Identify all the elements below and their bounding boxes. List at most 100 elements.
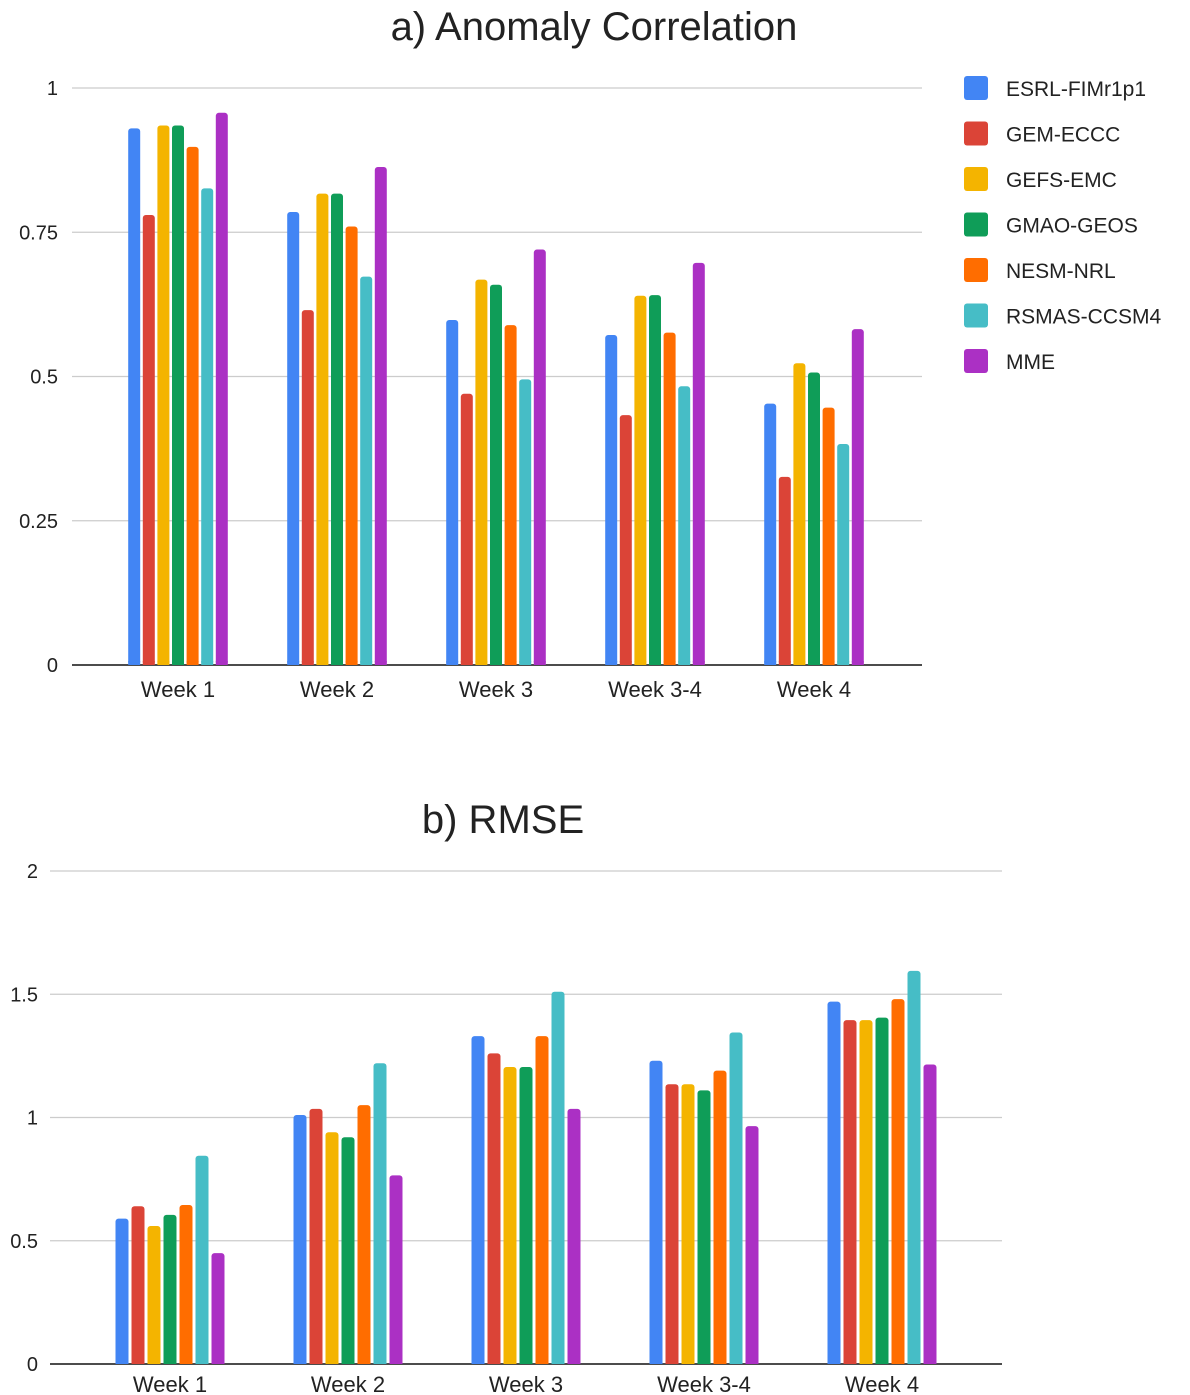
chart-a-title: a) Anomaly Correlation [391,5,798,49]
chart-a-bar-gefs-emc-week-3-4 [634,295,647,665]
chart-b-bar-base [115,1360,129,1364]
chart-b-bar-base [293,1360,307,1364]
chart-a-bar-base [201,661,214,665]
legend-swatch [964,76,988,100]
chart-b-bar-mme-week-3 [567,1108,581,1364]
chart-a-x-axis: Week 1 Week 2 Week 3 Week 3-4 Week 4 [141,677,851,702]
chart-a-y-tick-label: 0.25 [19,511,58,533]
chart-a-bar-base [345,661,358,665]
chart-a-bar-gmao-geos-week-4 [808,372,820,665]
legend-label: GMAO-GEOS [1006,215,1138,238]
chart-a-bar-base [360,661,373,665]
chart-a-bar-base [301,661,314,665]
chart-a-bar-base [851,661,864,665]
chart-b-bar-base [163,1360,177,1364]
chart-b-bar-base [519,1360,533,1364]
chart-a-bar-base [519,661,532,665]
chart-a-bar-rsmas-ccsm4-week-1 [201,188,214,665]
chart-a-bar-base [692,661,705,665]
chart-a-x-tick-label: Week 4 [777,677,851,702]
chart-b-bar-base [211,1360,225,1364]
chart-b-bar-base [713,1360,727,1364]
chart-b-bar-base [875,1360,889,1364]
chart-b-x-tick-label: Week 4 [845,1372,919,1395]
chart-b-bar-gmao-geos-week-1 [163,1214,177,1364]
chart-b-bar-base [843,1360,857,1364]
chart-b-bar-base [681,1360,695,1364]
chart-b-bar-base [551,1360,565,1364]
legend-item-mme: MME [964,349,1055,374]
anomaly-correlation-chart: a) Anomaly Correlation 0 0.25 0.5 0.75 1 Wee… [19,5,922,702]
chart-b-x-tick-label: Week 1 [133,1372,207,1395]
chart-a-bar-gem-eccc-week-4 [778,476,791,665]
chart-a-bar-base [822,661,835,665]
chart-b-bar-base [471,1360,485,1364]
chart-b-bar-base [649,1360,663,1364]
chart-a-x-tick-label: Week 2 [300,677,374,702]
chart-a-y-tick-label: 1 [47,78,58,100]
chart-a-bar-gmao-geos-week-3 [490,284,502,665]
legend-label: GEM-ECCC [1006,124,1120,147]
chart-b-bar-base [567,1360,581,1364]
chart-a-bar-base [605,661,618,665]
chart-a-bar-rsmas-ccsm4-week-3 [519,379,532,665]
chart-b-bar-gem-eccc-week-4 [843,1020,857,1364]
chart-a-bar-base [533,661,546,665]
chart-b-bar-base [827,1360,841,1364]
chart-b-bar-rsmas-ccsm4-week-2 [373,1063,387,1364]
chart-b-bar-esrl-fimr1p1-week-2 [293,1115,307,1364]
legend-label: MME [1006,351,1055,374]
chart-a-bar-mme-week-4 [851,329,864,665]
chart-b-y-tick-label: 0.5 [10,1231,38,1253]
chart-a-bar-base [287,661,300,665]
chart-a-bar-mme-week-2 [374,167,387,665]
legend-label: GEFS-EMC [1006,169,1117,192]
chart-a-bar-base [837,661,850,665]
chart-b-y-tick-label: 1.5 [10,984,38,1006]
chart-b-bar-esrl-fimr1p1-week-3-4 [649,1060,663,1364]
chart-b-bar-gem-eccc-week-1 [131,1206,145,1364]
chart-b-bars [115,970,937,1364]
chart-a-bar-base [172,661,184,665]
chart-a-y-tick-label: 0.75 [19,222,58,244]
chart-b-bar-nesm-nrl-week-3 [535,1036,549,1364]
chart-b-bar-gem-eccc-week-3-4 [665,1084,679,1364]
chart-b-bar-mme-week-3-4 [745,1126,759,1364]
chart-a-bar-base [446,661,459,665]
chart-a-bar-base [460,661,473,665]
legend: ESRL-FIMr1p1 GEM-ECCC GEFS-EMC GMAO-GEOS NES… [964,76,1162,374]
chart-a-y-axis: 0 0.25 0.5 0.75 1 [19,78,58,677]
chart-b-bar-nesm-nrl-week-1 [179,1205,193,1364]
chart-a-bar-gem-eccc-week-1 [142,214,155,665]
chart-a-bar-esrl-fimr1p1-week-1 [128,128,141,665]
chart-a-bar-mme-week-3-4 [692,262,705,665]
chart-b-bar-gefs-emc-week-2 [325,1132,339,1364]
chart-a-bar-nesm-nrl-week-4 [822,407,835,665]
legend-item-gmao-geos: GMAO-GEOS [964,212,1138,238]
chart-a-bar-base [186,661,199,665]
chart-a-bar-gefs-emc-week-3 [475,279,488,665]
chart-b-x-tick-label: Week 2 [311,1372,385,1395]
chart-b-bar-base [891,1360,905,1364]
chart-a-bar-base [142,661,155,665]
legend-label: ESRL-FIMr1p1 [1006,78,1146,101]
chart-b-bar-nesm-nrl-week-3-4 [713,1070,727,1364]
chart-a-x-tick-label: Week 1 [141,677,215,702]
chart-b-bar-base [341,1360,355,1364]
chart-a-bar-rsmas-ccsm4-week-4 [837,444,850,665]
chart-a-bar-base [778,661,791,665]
chart-a-bar-base [490,661,502,665]
chart-b-bar-rsmas-ccsm4-week-3-4 [729,1032,743,1364]
chart-b-y-tick-label: 0 [27,1354,38,1376]
chart-b-title: b) RMSE [422,798,584,842]
chart-b-bar-rsmas-ccsm4-week-3 [551,991,565,1364]
legend-swatch [964,258,988,282]
chart-b-bar-gmao-geos-week-3-4 [697,1090,711,1364]
chart-b-y-tick-label: 2 [27,861,38,883]
chart-a-bars [128,112,864,666]
legend-swatch [964,349,988,373]
chart-b-bar-gem-eccc-week-3 [487,1053,501,1364]
chart-a-bar-gefs-emc-week-4 [793,363,806,665]
chart-a-bar-gmao-geos-week-3-4 [649,295,661,665]
